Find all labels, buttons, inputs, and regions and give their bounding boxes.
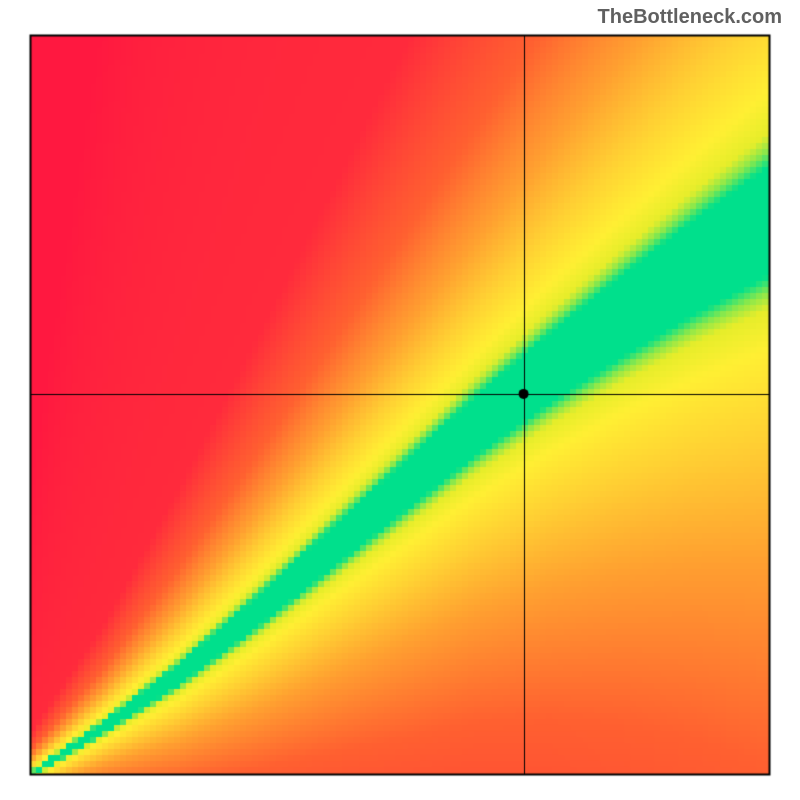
watermark-text: TheBottleneck.com (598, 6, 782, 29)
bottleneck-heatmap (0, 0, 800, 800)
chart-container: TheBottleneck.com (0, 0, 800, 800)
